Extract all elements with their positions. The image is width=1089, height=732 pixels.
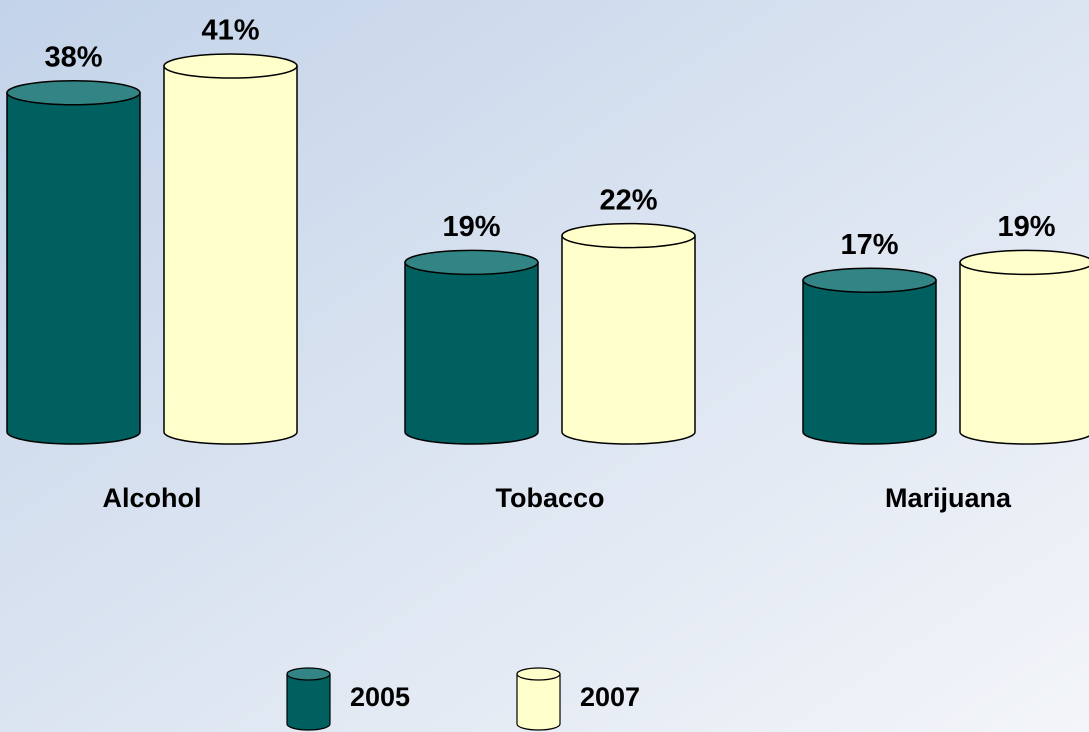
value-label: 22% <box>599 184 657 216</box>
value-label: 19% <box>442 211 500 243</box>
bar-top <box>404 249 539 276</box>
category-label: Marijuana <box>885 483 1012 513</box>
bar-body <box>561 234 696 445</box>
legend-swatch <box>516 673 561 731</box>
legend-label: 2005 <box>350 682 410 712</box>
bar-top <box>959 249 1089 276</box>
bar-top <box>163 53 298 79</box>
legend-swatch-top <box>516 667 561 681</box>
bar-top <box>802 267 937 293</box>
category-label: Tobacco <box>495 483 604 513</box>
bar-top <box>561 222 696 249</box>
value-label: 41% <box>201 15 259 47</box>
bar-body <box>959 261 1089 445</box>
value-label: 38% <box>44 41 102 73</box>
bar-body <box>802 279 937 445</box>
legend-swatch <box>286 673 331 731</box>
bar-body <box>404 261 539 445</box>
value-label: 17% <box>840 229 898 261</box>
category-label: Alcohol <box>103 483 202 513</box>
legend-label: 2007 <box>580 682 640 712</box>
bar-top <box>6 80 141 106</box>
value-label: 19% <box>997 211 1055 243</box>
bar-body <box>6 92 141 445</box>
legend-swatch-top <box>286 667 331 681</box>
bar-body <box>163 65 298 445</box>
